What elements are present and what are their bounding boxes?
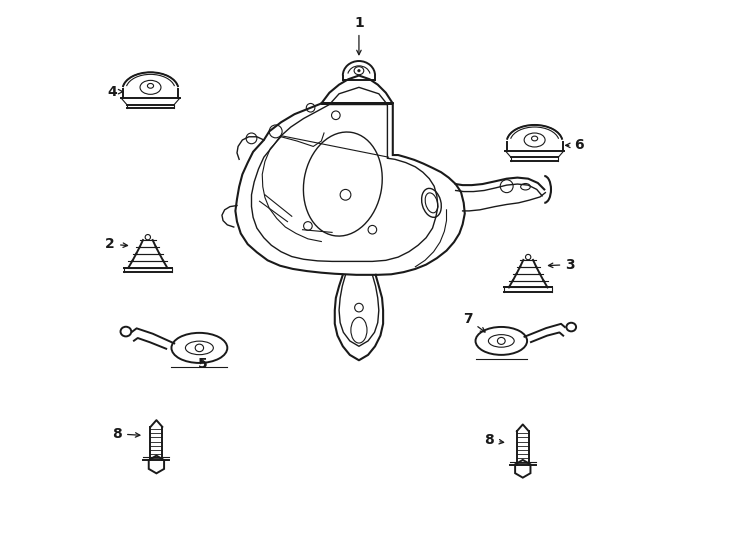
Text: 3: 3 [548,258,575,272]
Text: 8: 8 [484,433,504,447]
Text: 1: 1 [354,16,364,55]
Text: 7: 7 [463,313,485,332]
Text: 2: 2 [106,237,128,251]
Text: 6: 6 [566,138,584,152]
Text: 8: 8 [112,427,140,441]
Text: 5: 5 [198,357,208,371]
Ellipse shape [357,70,360,72]
Text: 4: 4 [107,85,123,99]
